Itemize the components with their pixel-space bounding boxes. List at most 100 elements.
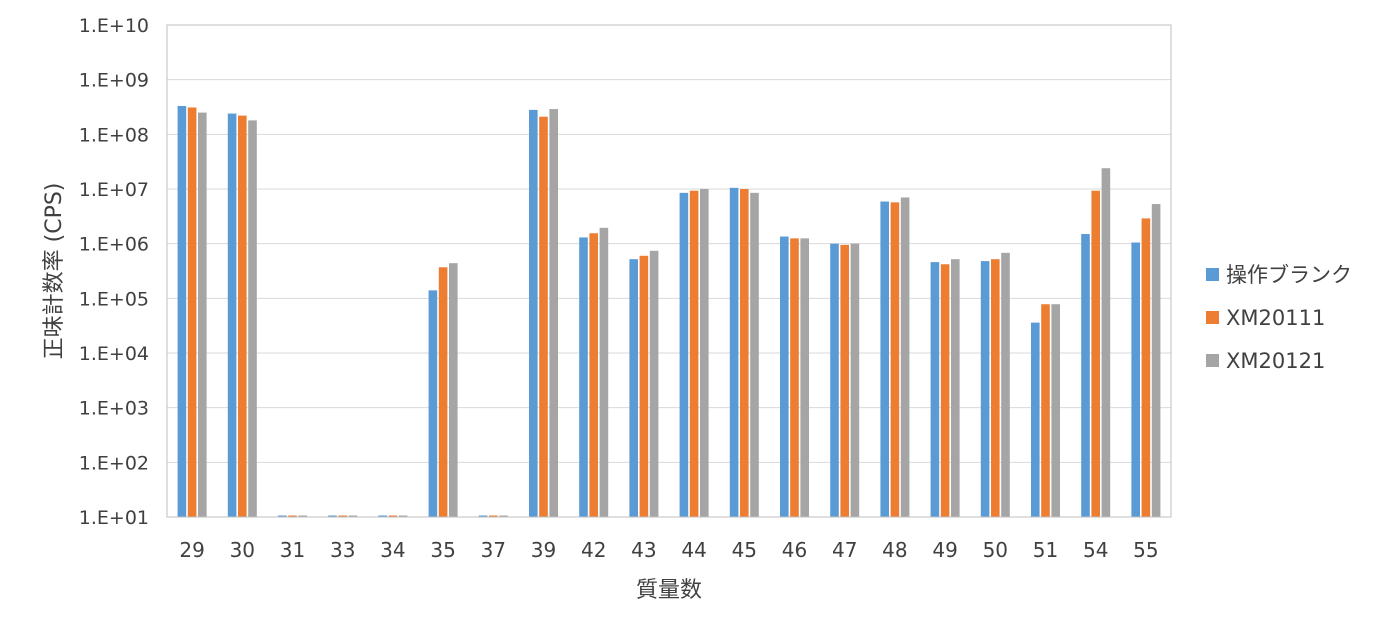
bar-操作ブランク-54	[1081, 234, 1090, 517]
bar-操作ブランク-48	[880, 201, 889, 517]
bar-操作ブランク-37	[478, 515, 488, 517]
bar-XM20121-43	[649, 250, 659, 517]
bar-XM20121-46	[800, 238, 809, 518]
x-axis-title: 質量数	[636, 578, 702, 603]
bar-操作ブランク-34	[378, 515, 387, 517]
bar-XM20121-48	[900, 197, 910, 518]
x-tick-label: 39	[531, 538, 556, 562]
bar-XM20121-33	[348, 515, 358, 517]
bar-XM20121-35	[449, 263, 458, 517]
x-tick-label: 29	[179, 538, 204, 562]
x-tick-label: 55	[1133, 538, 1158, 562]
bar-XM20121-50	[1001, 252, 1010, 517]
y-axis-title: 正味計数率 (CPS)	[42, 183, 67, 360]
bar-XM20111-44	[689, 190, 699, 517]
y-tick-label: 1.E+01	[79, 507, 149, 529]
x-tick-label: 50	[983, 538, 1008, 562]
legend-label: XM20111	[1226, 306, 1325, 330]
bar-操作ブランク-45	[729, 187, 739, 517]
x-tick-label: 51	[1033, 538, 1058, 562]
bar-XM20111-48	[890, 202, 900, 517]
bar-XM20111-34	[388, 515, 398, 517]
bar-操作ブランク-44	[679, 192, 689, 517]
bar-操作ブランク-42	[579, 237, 588, 518]
bar-XM20121-39	[549, 109, 558, 517]
x-tick-label: 31	[280, 538, 305, 562]
bar-XM20111-47	[840, 244, 849, 517]
bar-XM20111-30	[238, 115, 247, 517]
x-tick-label: 54	[1083, 538, 1108, 562]
y-tick-label: 1.E+04	[79, 343, 149, 365]
bar-XM20111-35	[438, 267, 448, 517]
bar-XM20111-55	[1141, 218, 1151, 517]
x-tick-label: 45	[732, 538, 757, 562]
bar-操作ブランク-43	[629, 259, 638, 517]
bar-XM20121-37	[499, 515, 508, 517]
bar-XM20121-31	[298, 515, 307, 517]
y-tick-label: 1.E+02	[79, 452, 149, 474]
legend: 操作ブランク XM20111 XM20121	[1206, 263, 1352, 373]
x-axis-ticks: 29 30 31 33 34 35 37 39 42 43 44 45 46 47 48 49 50 51 54 55	[179, 538, 1158, 562]
bar-XM20121-29	[198, 112, 207, 517]
bars	[177, 105, 1161, 518]
y-tick-label: 1.E+03	[79, 398, 149, 420]
y-tick-label: 1.E+06	[79, 234, 149, 256]
legend-swatch	[1206, 311, 1219, 324]
bar-XM20111-51	[1041, 304, 1050, 517]
y-tick-label: 1.E+08	[79, 124, 149, 146]
bar-XM20121-47	[850, 243, 860, 517]
x-tick-label: 49	[932, 538, 957, 562]
x-tick-label: 44	[681, 538, 706, 562]
bar-操作ブランク-39	[529, 109, 538, 517]
bar-XM20121-42	[599, 227, 609, 517]
bar-XM20121-45	[750, 192, 759, 517]
bar-操作ブランク-47	[830, 243, 839, 517]
bar-XM20111-45	[740, 189, 749, 517]
bar-XM20121-30	[248, 120, 257, 518]
bar-XM20121-51	[1051, 304, 1060, 517]
bar-XM20111-39	[539, 116, 548, 517]
y-tick-label: 1.E+10	[79, 15, 149, 37]
legend-label: 操作ブランク	[1226, 263, 1352, 287]
x-tick-label: 42	[581, 538, 606, 562]
bar-XM20111-43	[639, 255, 649, 517]
bar-XM20111-37	[489, 515, 498, 517]
bar-操作ブランク-46	[780, 236, 789, 517]
plot-area-border	[166, 24, 1172, 518]
bar-操作ブランク-51	[1031, 322, 1040, 517]
x-tick-label: 48	[882, 538, 907, 562]
y-tick-label: 1.E+07	[79, 179, 149, 201]
legend-label: XM20121	[1226, 349, 1325, 373]
bar-XM20121-49	[951, 259, 960, 517]
legend-swatch	[1206, 268, 1219, 281]
x-tick-label: 46	[782, 538, 807, 562]
x-tick-label: 43	[631, 538, 656, 562]
bar-XM20111-49	[940, 264, 950, 517]
bar-操作ブランク-33	[328, 515, 337, 517]
x-tick-label: 37	[481, 538, 506, 562]
bar-操作ブランク-35	[428, 290, 438, 517]
bar-操作ブランク-30	[227, 113, 237, 517]
x-tick-label: 34	[380, 538, 405, 562]
gridlines	[167, 24, 1171, 518]
bar-XM20111-50	[991, 259, 1000, 517]
bar-XM20111-54	[1091, 190, 1100, 517]
x-tick-label: 35	[430, 538, 455, 562]
x-tick-label: 33	[330, 538, 355, 562]
bar-操作ブランク-49	[930, 262, 940, 517]
y-axis-ticks: 1.E+01 1.E+02 1.E+03 1.E+04 1.E+05 1.E+06 1.E+…	[79, 15, 149, 529]
bar-XM20111-46	[790, 238, 799, 518]
x-tick-label: 47	[832, 538, 857, 562]
y-tick-label: 1.E+09	[79, 70, 149, 92]
bar-操作ブランク-29	[177, 105, 187, 517]
bar-操作ブランク-55	[1131, 242, 1140, 518]
bar-XM20121-44	[700, 189, 709, 517]
bar-XM20111-29	[187, 107, 197, 517]
x-tick-label: 30	[230, 538, 255, 562]
legend-swatch	[1206, 354, 1219, 367]
bar-XM20111-31	[288, 515, 297, 517]
bar-XM20111-42	[589, 233, 598, 517]
bar-XM20121-55	[1151, 204, 1161, 517]
bar-操作ブランク-50	[980, 261, 990, 517]
